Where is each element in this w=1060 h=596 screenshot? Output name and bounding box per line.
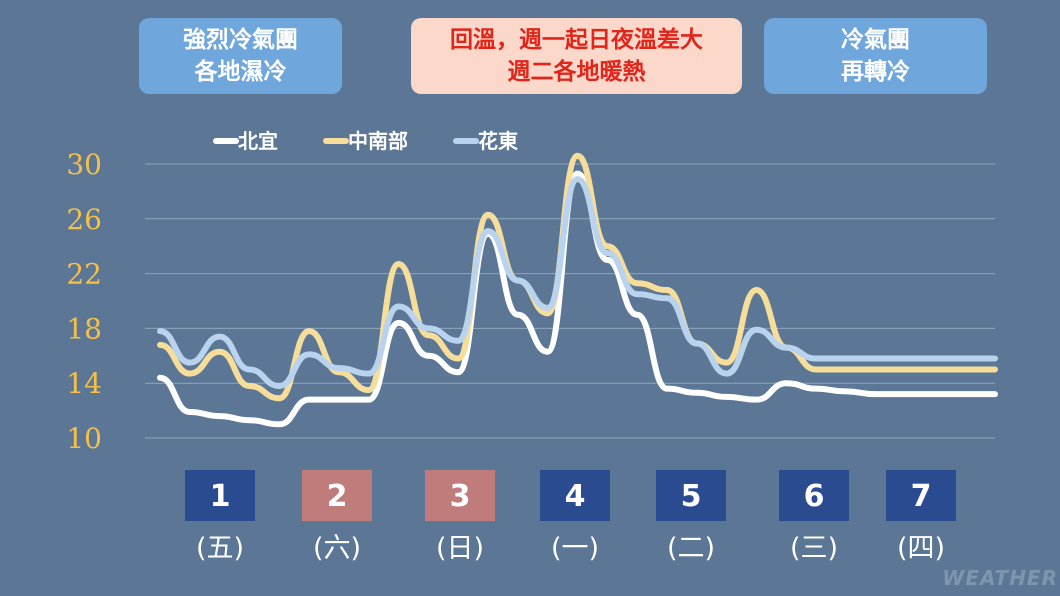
y-tick-label: 14 <box>66 367 102 400</box>
day-label: 7 (四) <box>886 470 956 564</box>
banner-cold-again: 冷氣團 再轉冷 <box>764 18 987 94</box>
day-box <box>540 470 610 521</box>
day-label: 2 (六) <box>302 470 372 564</box>
chart-series <box>157 152 998 428</box>
banner-line2: 再轉冷 <box>841 59 910 85</box>
day-label: 1 (五) <box>185 470 255 564</box>
day-label: 4 (一) <box>540 470 610 564</box>
banner-line2: 週二各地暖熱 <box>507 59 646 85</box>
day-box <box>779 470 849 521</box>
day-label: 3 (日) <box>425 470 495 564</box>
weekday-label: (日) <box>436 533 484 564</box>
y-tick-label: 10 <box>66 422 102 455</box>
day-number: 5 <box>681 479 702 514</box>
day-box <box>656 470 726 521</box>
day-labels: 1 (五) 2 (六) 3 (日) 4 (一) 5 (二) 6 (三) 7 (四) <box>185 470 956 564</box>
weekday-label: (四) <box>897 533 945 564</box>
weekday-label: (五) <box>196 533 244 564</box>
weather-watermark: WEATHER <box>942 566 1058 590</box>
day-number: 7 <box>911 479 932 514</box>
day-box <box>185 470 255 521</box>
day-box <box>425 470 495 521</box>
legend-label: 中南部 <box>348 129 408 153</box>
legend-item: 中南部 <box>323 129 408 153</box>
chart-legend: 北宜 中南部 花東 <box>213 129 518 153</box>
day-box <box>302 470 372 521</box>
weekday-label: (二) <box>667 533 715 564</box>
y-tick-label: 30 <box>66 148 102 181</box>
series-line <box>157 176 998 389</box>
banner-line2: 各地濕冷 <box>194 59 287 85</box>
legend-label: 北宜 <box>238 129 278 153</box>
legend-item: 花東 <box>453 129 518 153</box>
y-tick-label: 22 <box>66 258 102 291</box>
y-axis-ticks: 10 14 18 22 26 30 <box>66 148 102 455</box>
day-number: 4 <box>565 479 586 514</box>
day-label: 6 (三) <box>779 470 849 564</box>
banner-line1: 回溫，週一起日夜溫差大 <box>450 27 703 53</box>
y-tick-label: 18 <box>66 312 102 345</box>
day-number: 1 <box>210 479 231 514</box>
day-number: 3 <box>450 479 471 514</box>
banner-warming: 回溫，週一起日夜溫差大 週二各地暖熱 <box>411 18 742 94</box>
weekday-label: (三) <box>790 533 838 564</box>
day-number: 2 <box>327 479 348 514</box>
banner-cold-front: 強烈冷氣團 各地濕冷 <box>139 18 342 94</box>
day-box <box>886 470 956 521</box>
banner-line1: 強烈冷氣團 <box>183 27 298 53</box>
series-line <box>157 152 998 402</box>
legend-label: 花東 <box>478 129 518 153</box>
weekday-label: (一) <box>551 533 599 564</box>
banner-line1: 冷氣團 <box>841 27 910 53</box>
weekday-label: (六) <box>313 533 361 564</box>
y-tick-label: 26 <box>66 203 102 236</box>
day-number: 6 <box>804 479 825 514</box>
day-label: 5 (二) <box>656 470 726 564</box>
legend-item: 北宜 <box>213 129 278 153</box>
